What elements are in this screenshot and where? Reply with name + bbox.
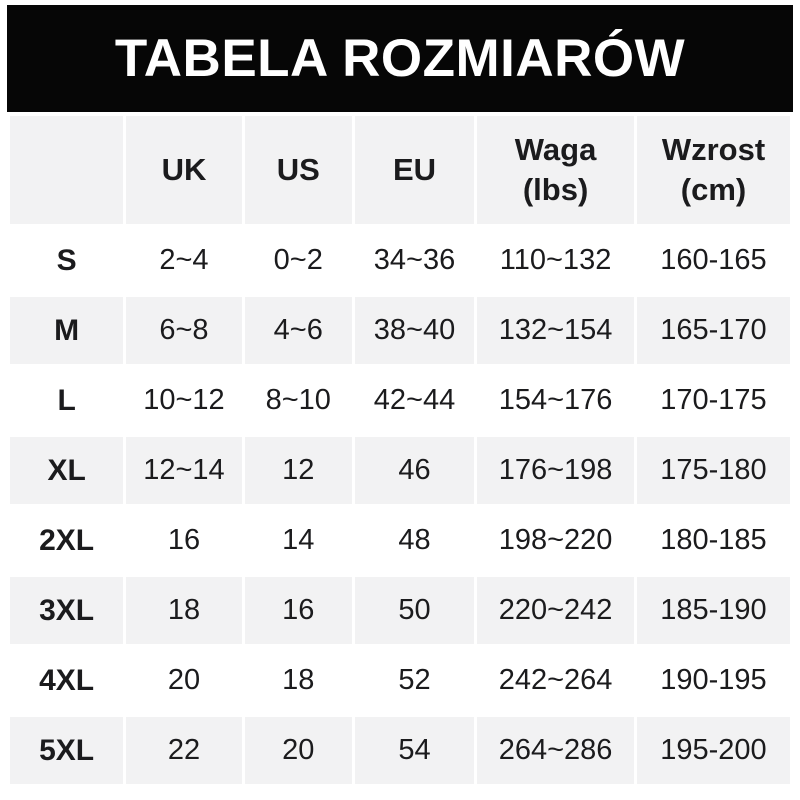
data-cell-eu: 54	[354, 717, 475, 784]
data-cell-us: 8~10	[244, 367, 352, 434]
header-label-line1: Waga	[514, 131, 597, 167]
data-cell-uk: 18	[126, 577, 242, 644]
data-cell-eu: 34~36	[354, 227, 475, 294]
header-label-line1: Wzrost	[661, 131, 766, 167]
data-cell-waga: 176~198	[477, 437, 634, 504]
data-cell-uk: 16	[126, 507, 242, 574]
data-cell-eu: 52	[354, 647, 475, 714]
data-cell-waga: 264~286	[477, 717, 634, 784]
data-cell-us: 12	[244, 437, 352, 504]
size-cell: S	[10, 227, 124, 294]
size-table: UK US EU Waga (lbs) Wzrost (cm)	[7, 113, 793, 787]
header-label-line2: (lbs)	[522, 172, 589, 207]
data-cell-uk: 6~8	[126, 297, 242, 364]
data-cell-uk: 20	[126, 647, 242, 714]
size-cell: XL	[10, 437, 124, 504]
data-cell-wzrost: 190-195	[636, 647, 790, 714]
table-row-4xl: 4XL 20 18 52 242~264 190-195	[10, 647, 790, 714]
data-cell-waga: 242~264	[477, 647, 634, 714]
data-cell-uk: 2~4	[126, 227, 242, 294]
header-cell-us: US	[244, 116, 352, 224]
data-cell-us: 4~6	[244, 297, 352, 364]
data-cell-wzrost: 185-190	[636, 577, 790, 644]
table-header: UK US EU Waga (lbs) Wzrost (cm)	[10, 116, 790, 224]
data-cell-waga: 198~220	[477, 507, 634, 574]
size-cell: 2XL	[10, 507, 124, 574]
header-label: US	[276, 151, 320, 187]
data-cell-eu: 50	[354, 577, 475, 644]
data-cell-waga: 132~154	[477, 297, 634, 364]
header-row: UK US EU Waga (lbs) Wzrost (cm)	[10, 116, 790, 224]
header-cell-eu: EU	[354, 116, 475, 224]
table-row-s: S 2~4 0~2 34~36 110~132 160-165	[10, 227, 790, 294]
title-bar: TABELA ROZMIARÓW	[7, 5, 793, 112]
size-cell: 4XL	[10, 647, 124, 714]
table-body: S 2~4 0~2 34~36 110~132 160-165 M 6~8 4~…	[10, 227, 790, 784]
size-cell: M	[10, 297, 124, 364]
page-title: TABELA ROZMIARÓW	[114, 29, 686, 88]
data-cell-us: 14	[244, 507, 352, 574]
header-cell-wzrost: Wzrost (cm)	[636, 116, 790, 224]
data-cell-uk: 10~12	[126, 367, 242, 434]
table-row-3xl: 3XL 18 16 50 220~242 185-190	[10, 577, 790, 644]
data-cell-wzrost: 160-165	[636, 227, 790, 294]
header-label: UK	[161, 151, 207, 187]
table-row-2xl: 2XL 16 14 48 198~220 180-185	[10, 507, 790, 574]
table-row-m: M 6~8 4~6 38~40 132~154 165-170	[10, 297, 790, 364]
data-cell-us: 0~2	[244, 227, 352, 294]
data-cell-us: 20	[244, 717, 352, 784]
data-cell-eu: 48	[354, 507, 475, 574]
data-cell-waga: 220~242	[477, 577, 634, 644]
size-cell: L	[10, 367, 124, 434]
data-cell-uk: 12~14	[126, 437, 242, 504]
data-cell-waga: 110~132	[477, 227, 634, 294]
table-row-xl: XL 12~14 12 46 176~198 175-180	[10, 437, 790, 504]
table-row-l: L 10~12 8~10 42~44 154~176 170-175	[10, 367, 790, 434]
header-cell-waga: Waga (lbs)	[477, 116, 634, 224]
data-cell-us: 16	[244, 577, 352, 644]
data-cell-uk: 22	[126, 717, 242, 784]
data-cell-eu: 46	[354, 437, 475, 504]
header-label-line2: (cm)	[680, 172, 747, 207]
header-cell-uk: UK	[126, 116, 242, 224]
size-cell: 3XL	[10, 577, 124, 644]
data-cell-eu: 38~40	[354, 297, 475, 364]
table-row-5xl: 5XL 22 20 54 264~286 195-200	[10, 717, 790, 784]
data-cell-wzrost: 170-175	[636, 367, 790, 434]
data-cell-us: 18	[244, 647, 352, 714]
data-cell-wzrost: 175-180	[636, 437, 790, 504]
data-cell-wzrost: 195-200	[636, 717, 790, 784]
header-label: EU	[392, 151, 437, 187]
data-cell-eu: 42~44	[354, 367, 475, 434]
size-cell: 5XL	[10, 717, 124, 784]
data-cell-wzrost: 165-170	[636, 297, 790, 364]
header-cell-size	[10, 116, 124, 224]
data-cell-waga: 154~176	[477, 367, 634, 434]
data-cell-wzrost: 180-185	[636, 507, 790, 574]
